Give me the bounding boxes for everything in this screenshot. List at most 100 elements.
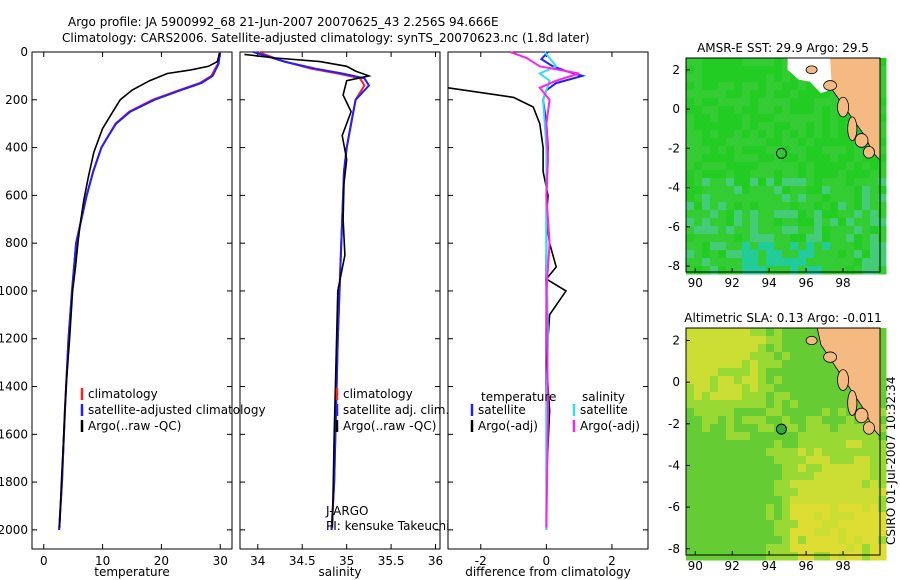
map-cell bbox=[806, 178, 815, 187]
map-cell bbox=[782, 250, 791, 259]
map-cell bbox=[726, 162, 735, 171]
map-cell bbox=[814, 242, 823, 251]
map-cell bbox=[686, 114, 695, 123]
map-cell bbox=[806, 360, 815, 369]
map-cell bbox=[734, 424, 743, 433]
map-cell bbox=[846, 480, 855, 489]
map-cell bbox=[734, 408, 743, 417]
map-cell bbox=[870, 504, 879, 513]
map-cell bbox=[702, 258, 711, 267]
map-cell bbox=[862, 464, 871, 473]
map-cell bbox=[822, 106, 831, 115]
map-cell bbox=[798, 114, 807, 123]
map-cell bbox=[854, 250, 863, 259]
map-cell bbox=[710, 114, 719, 123]
map-cell bbox=[774, 456, 783, 465]
map-cell bbox=[742, 66, 751, 75]
map-cell bbox=[774, 504, 783, 513]
map-cell bbox=[782, 186, 791, 195]
map-cell bbox=[750, 400, 759, 409]
map-cell bbox=[694, 226, 703, 235]
x-axis-label: temperature bbox=[94, 565, 169, 579]
y-tick-label: -2 bbox=[668, 141, 680, 155]
map-cell bbox=[798, 536, 807, 545]
map-cell bbox=[750, 202, 759, 211]
map-cell bbox=[822, 218, 831, 227]
map-cell bbox=[822, 424, 831, 433]
map-cell bbox=[718, 202, 727, 211]
map-cell bbox=[790, 138, 799, 147]
y-tick-label: -4 bbox=[668, 458, 680, 472]
map-cell bbox=[742, 432, 751, 441]
map-cell bbox=[798, 544, 807, 553]
map-cell bbox=[878, 416, 887, 425]
map-cell bbox=[710, 496, 719, 505]
map-cell bbox=[726, 384, 735, 393]
map-cell bbox=[742, 416, 751, 425]
map-cell bbox=[830, 552, 839, 561]
map-cell bbox=[726, 82, 735, 91]
map-cell bbox=[878, 488, 887, 497]
map-cell bbox=[710, 74, 719, 83]
map-cell bbox=[774, 66, 783, 75]
map-cell bbox=[750, 234, 759, 243]
map-cell bbox=[798, 512, 807, 521]
map-cell bbox=[846, 178, 855, 187]
map-cell bbox=[878, 496, 887, 505]
map-cell bbox=[750, 130, 759, 139]
map-cell bbox=[790, 424, 799, 433]
map-cell bbox=[742, 138, 751, 147]
map-cell bbox=[798, 384, 807, 393]
map-cell bbox=[734, 368, 743, 377]
map-cell bbox=[710, 226, 719, 235]
map-cell bbox=[766, 336, 775, 345]
map-cell bbox=[694, 440, 703, 449]
map-cell bbox=[774, 552, 783, 561]
map-cell bbox=[694, 472, 703, 481]
map-cell bbox=[854, 154, 863, 163]
map-cell bbox=[782, 82, 791, 91]
map-cell bbox=[758, 360, 767, 369]
map-cell bbox=[742, 488, 751, 497]
map-cell bbox=[686, 352, 695, 361]
map-cell bbox=[830, 416, 839, 425]
map-cell bbox=[718, 258, 727, 267]
map-cell bbox=[798, 496, 807, 505]
map-cell bbox=[742, 504, 751, 513]
map-cell bbox=[766, 456, 775, 465]
map-cell bbox=[734, 210, 743, 219]
map-cell bbox=[734, 328, 743, 337]
map-cell bbox=[718, 66, 727, 75]
map-cell bbox=[774, 328, 783, 337]
map-cell bbox=[758, 336, 767, 345]
map-cell bbox=[750, 352, 759, 361]
map-cell bbox=[686, 400, 695, 409]
map-cell bbox=[702, 512, 711, 521]
map-cell bbox=[742, 480, 751, 489]
map-cell bbox=[782, 266, 791, 275]
map-cell bbox=[702, 226, 711, 235]
map-cell bbox=[686, 384, 695, 393]
map-cell bbox=[830, 432, 839, 441]
map-cell bbox=[726, 138, 735, 147]
map-cell bbox=[798, 552, 807, 561]
map-cell bbox=[742, 218, 751, 227]
map-cell bbox=[862, 488, 871, 497]
map-cell bbox=[686, 440, 695, 449]
map-cell bbox=[814, 178, 823, 187]
map-cell bbox=[734, 122, 743, 131]
map-cell bbox=[814, 234, 823, 243]
map-cell bbox=[862, 528, 871, 537]
map-cell bbox=[822, 202, 831, 211]
map-cell bbox=[694, 146, 703, 155]
map-cell bbox=[726, 376, 735, 385]
map-cell bbox=[838, 512, 847, 521]
map-cell bbox=[686, 266, 695, 275]
map-cell bbox=[758, 352, 767, 361]
y-tick-label: 400 bbox=[5, 141, 28, 155]
map-cell bbox=[710, 552, 719, 561]
map-cell bbox=[686, 146, 695, 155]
map-cell bbox=[798, 218, 807, 227]
map-cell bbox=[758, 328, 767, 337]
map-cell bbox=[790, 218, 799, 227]
